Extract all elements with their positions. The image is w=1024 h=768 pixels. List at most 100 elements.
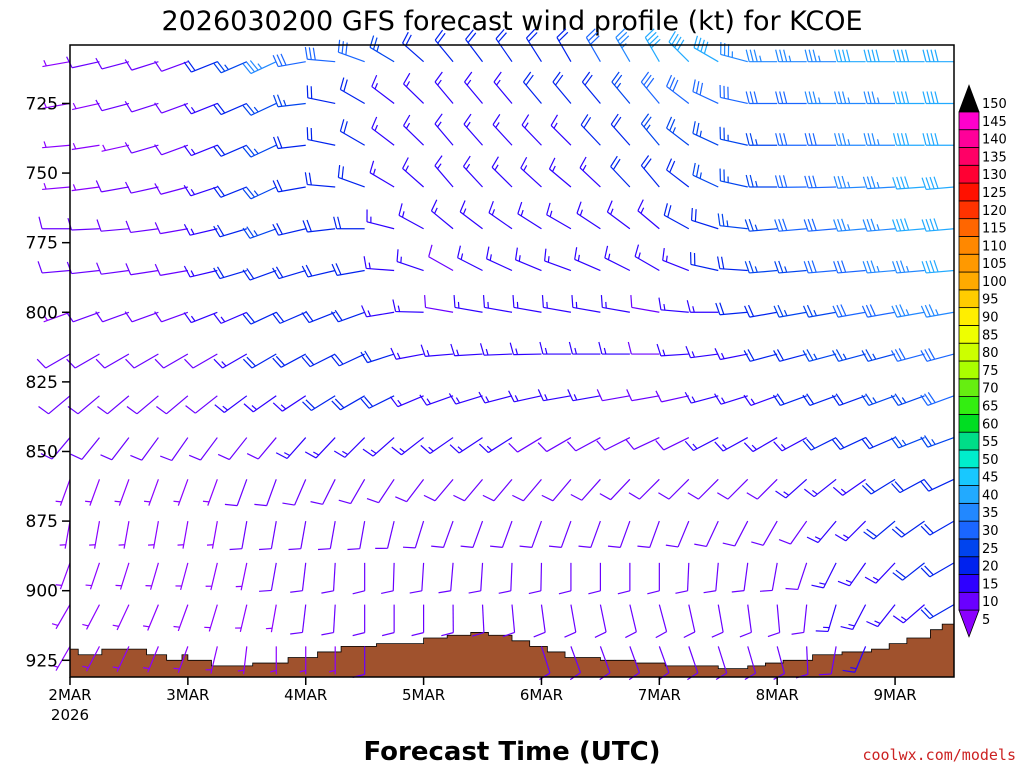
barb-full — [934, 49, 939, 62]
barb-full — [463, 113, 472, 125]
barb-half — [665, 255, 668, 262]
barb-half — [848, 623, 855, 627]
wind-barb — [628, 646, 641, 681]
colorbar-segment — [958, 520, 980, 540]
barb-staff — [727, 478, 749, 500]
barb-full — [321, 631, 334, 636]
barb-full — [684, 440, 694, 451]
barb-staff — [852, 604, 867, 630]
barb-full — [806, 304, 814, 317]
barb-staff — [457, 257, 483, 272]
barb-half — [143, 625, 150, 628]
barb-staff — [136, 395, 159, 415]
wind-barb — [803, 260, 837, 274]
barb-full — [716, 256, 721, 269]
barb-full — [272, 223, 280, 236]
wind-barb — [610, 113, 631, 146]
barb-full — [96, 262, 102, 275]
barb-full — [694, 209, 697, 222]
barb-staff — [71, 186, 100, 192]
barb-staff — [692, 174, 719, 188]
barb-staff — [402, 168, 424, 188]
barb-full — [840, 625, 853, 631]
wind-barb — [791, 604, 808, 635]
barb-full — [714, 393, 722, 405]
wind-barb — [321, 604, 336, 636]
barb-staff — [929, 562, 955, 578]
wind-barb — [767, 604, 781, 638]
wind-barb — [892, 91, 925, 105]
barb-full — [95, 99, 103, 112]
barb-full — [502, 631, 515, 638]
barb-staff — [610, 123, 631, 146]
barb-half — [370, 449, 377, 454]
barb-staff — [929, 604, 955, 620]
barb-full — [923, 479, 933, 490]
wind-barb — [922, 133, 954, 146]
barb-staff — [604, 257, 631, 272]
barb-staff — [371, 127, 395, 146]
barb-full — [305, 399, 316, 409]
wind-barb — [275, 437, 307, 460]
barb-staff — [71, 228, 100, 231]
barb-half — [692, 443, 698, 450]
barb-full — [625, 631, 637, 639]
colorbar-segment — [958, 449, 980, 469]
barb-full — [685, 345, 692, 358]
barb-staff — [249, 269, 277, 281]
barb-staff — [540, 562, 543, 591]
wind-barb — [922, 91, 954, 105]
barb-full — [838, 49, 843, 62]
barb-staff — [615, 37, 631, 63]
barb-full — [834, 91, 839, 104]
barb-staff — [717, 604, 724, 633]
barb-full — [321, 590, 334, 594]
barb-half — [721, 397, 726, 404]
colorbar-segment — [958, 485, 980, 504]
wind-barb — [694, 520, 719, 548]
barb-full — [596, 389, 603, 401]
wind-barb — [498, 562, 513, 594]
barb-full — [773, 350, 781, 362]
wind-barb — [36, 353, 71, 369]
barb-staff — [101, 144, 130, 152]
barb-full — [610, 113, 619, 125]
barb-full — [468, 590, 481, 594]
barb-full — [306, 127, 309, 140]
barb-full — [745, 133, 750, 146]
barb-half — [405, 165, 409, 172]
barb-half — [55, 584, 62, 586]
barb-half — [82, 665, 89, 669]
barb-half — [699, 130, 702, 137]
barb-staff — [690, 353, 719, 359]
barb-full — [125, 220, 132, 233]
barb-full — [95, 358, 106, 369]
wind-barb — [488, 201, 513, 230]
barb-staff — [42, 269, 71, 274]
wind-barb — [861, 349, 896, 362]
wind-barb — [272, 53, 306, 68]
barb-full — [666, 158, 673, 171]
wind-barb — [272, 395, 307, 412]
barb-staff — [552, 81, 572, 104]
barb-staff — [837, 228, 866, 232]
wind-barb — [205, 646, 218, 674]
wind-barb — [508, 390, 542, 403]
barb-staff — [572, 395, 601, 402]
barb-full — [125, 263, 132, 276]
barb-staff — [403, 125, 425, 146]
barb-staff — [161, 102, 189, 114]
barb-half — [72, 142, 77, 150]
barb-staff — [870, 478, 896, 495]
barb-half — [51, 664, 59, 668]
barb-full — [930, 133, 935, 146]
barb-full — [749, 133, 754, 146]
barb-full — [890, 437, 899, 449]
barb-staff — [118, 479, 130, 506]
barb-staff — [543, 306, 572, 313]
barb-staff — [491, 166, 513, 188]
barb-full — [213, 267, 221, 279]
wind-barb — [861, 436, 896, 450]
barb-full — [832, 486, 844, 496]
barb-full — [774, 219, 780, 232]
